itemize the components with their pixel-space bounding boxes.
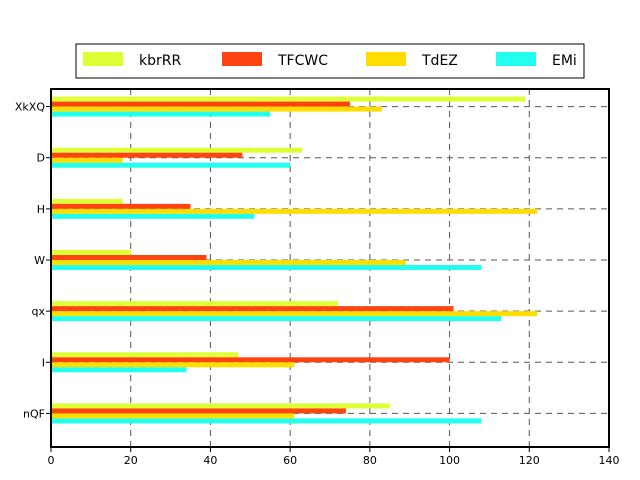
bar-kbrRR-D <box>51 147 303 153</box>
bar-TdEZ-XkXQ <box>51 106 382 112</box>
bar-TFCWC-H <box>51 203 191 209</box>
y-tick-label: W <box>34 254 45 267</box>
bar-kbrRR-I <box>51 352 239 358</box>
bar-TFCWC-W <box>51 255 207 260</box>
bar-EMi-H <box>51 213 255 219</box>
legend-label-TFCWC: TFCWC <box>277 53 328 69</box>
bar-TdEZ-qx <box>51 311 538 317</box>
legend-swatch-TdEZ <box>366 52 406 66</box>
y-tick-label: H <box>37 203 45 216</box>
bar-TdEZ-H <box>51 208 538 214</box>
y-tick-label: nQF <box>23 407 45 420</box>
bar-TdEZ-nQF <box>51 413 295 419</box>
legend-swatch-TFCWC <box>222 52 262 66</box>
bar-EMi-I <box>51 367 187 373</box>
legend-label-TdEZ: TdEZ <box>421 53 458 69</box>
y-tick-label: D <box>37 152 45 165</box>
bar-kbrRR-H <box>51 198 123 204</box>
y-tick-label: XkXQ <box>15 101 45 114</box>
legend-label-EMi: EMi <box>552 53 577 69</box>
y-tick-label: I <box>42 356 45 369</box>
bars <box>51 96 538 424</box>
bar-kbrRR-qx <box>51 301 338 307</box>
bar-EMi-qx <box>51 316 502 322</box>
bar-EMi-D <box>51 162 291 168</box>
bar-EMi-XkXQ <box>51 111 271 117</box>
x-tick-label: 0 <box>48 454 55 467</box>
y-tick-label: qx <box>32 305 46 318</box>
bar-kbrRR-nQF <box>51 403 390 409</box>
x-tick-label: 140 <box>599 454 620 467</box>
bar-TdEZ-D <box>51 157 123 163</box>
bar-kbrRR-XkXQ <box>51 96 526 102</box>
x-tick-label: 60 <box>283 454 297 467</box>
bar-EMi-W <box>51 265 482 270</box>
x-tick-label: 100 <box>439 454 460 467</box>
bar-TFCWC-I <box>51 357 450 363</box>
bar-EMi-nQF <box>51 418 482 424</box>
bar-TFCWC-nQF <box>51 408 346 414</box>
x-tick-label: 40 <box>203 454 217 467</box>
legend-label-kbrRR: kbrRR <box>139 53 181 69</box>
bar-TFCWC-XkXQ <box>51 101 350 107</box>
bar-kbrRR-W <box>51 250 131 255</box>
legend: kbrRR TFCWC TdEZ EMi <box>75 43 585 79</box>
legend-swatch-EMi <box>496 52 536 66</box>
plot-frame <box>50 88 610 448</box>
bar-TFCWC-qx <box>51 306 454 312</box>
legend-swatch-kbrRR <box>83 52 123 66</box>
x-tick-label: 120 <box>519 454 540 467</box>
bar-TdEZ-W <box>51 260 406 265</box>
x-tick-label: 20 <box>124 454 138 467</box>
x-tick-label: 80 <box>363 454 377 467</box>
bar-TFCWC-D <box>51 152 243 158</box>
bar-TdEZ-I <box>51 362 295 368</box>
